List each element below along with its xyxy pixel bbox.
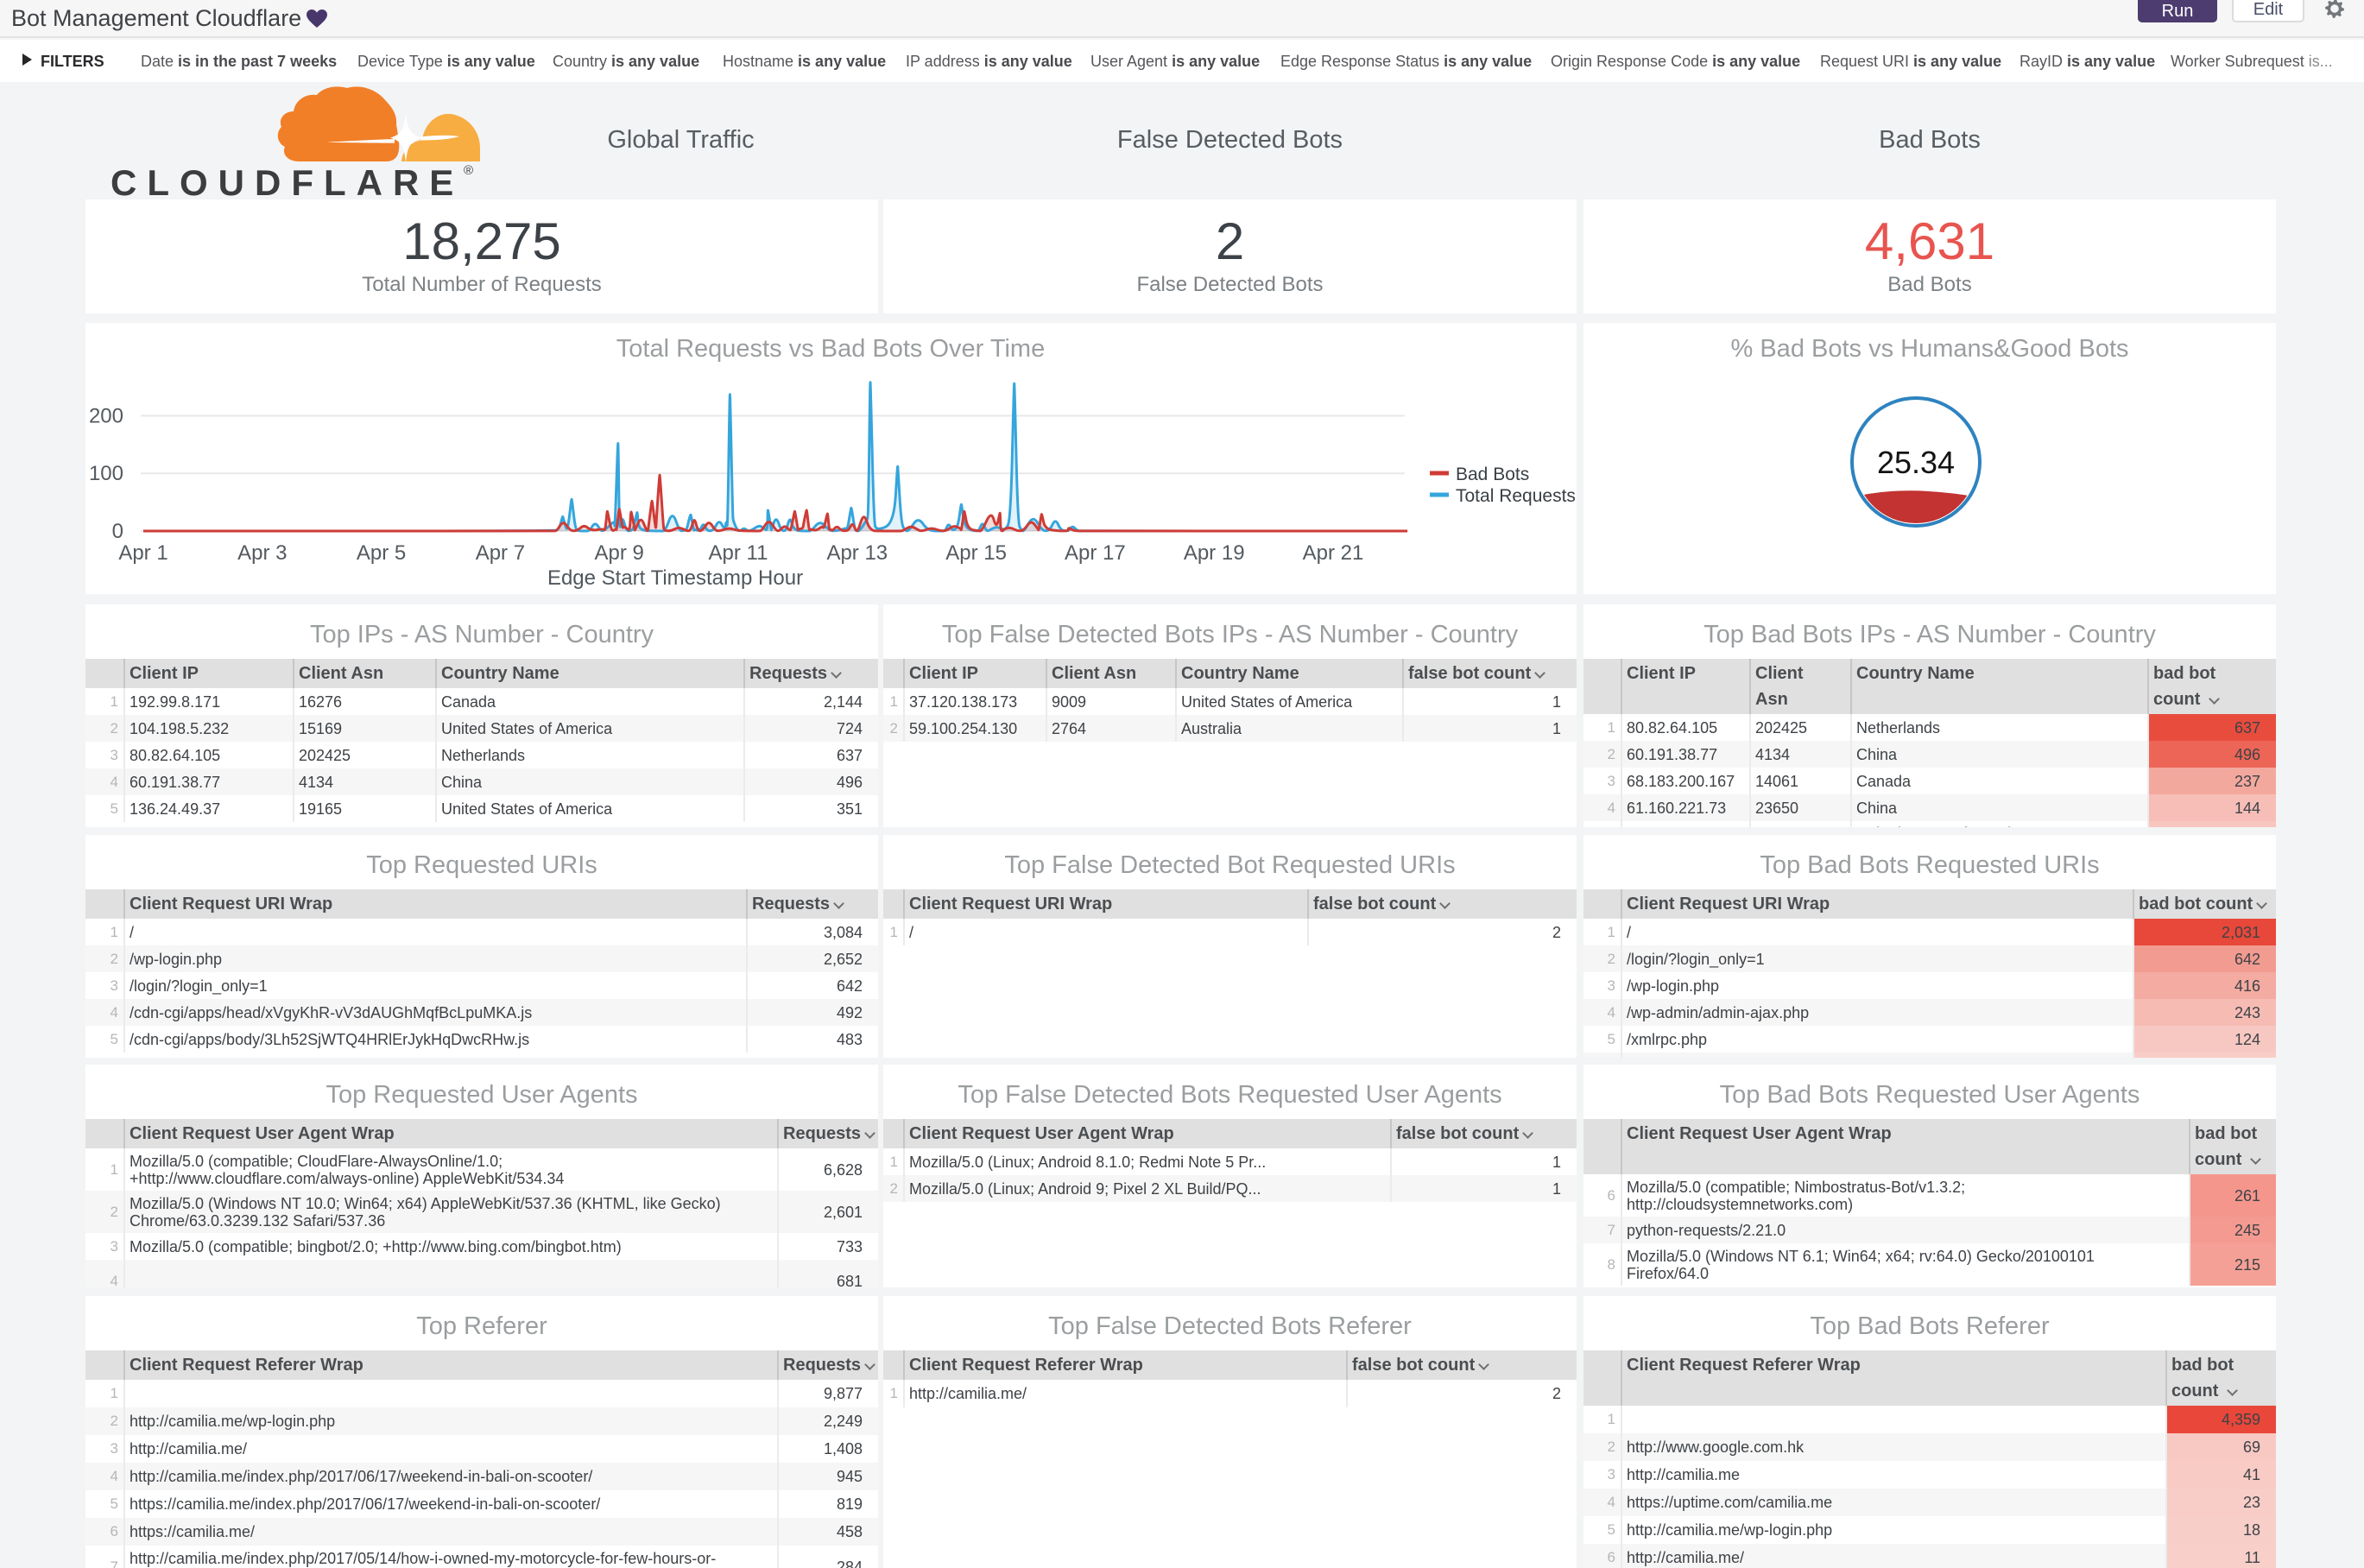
svg-text:0: 0 <box>112 520 123 543</box>
svg-text:Apr 17: Apr 17 <box>1065 541 1126 565</box>
svg-text:100: 100 <box>89 462 123 485</box>
svg-text:®: ® <box>464 163 473 178</box>
svg-text:Apr 9: Apr 9 <box>595 541 644 565</box>
svg-text:Total Requests vs Bad Bots Ove: Total Requests vs Bad Bots Over Time <box>616 335 1045 363</box>
svg-text:Apr 19: Apr 19 <box>1184 541 1245 565</box>
svg-text:Apr 7: Apr 7 <box>476 541 525 565</box>
svg-text:CLOUDFLARE: CLOUDFLARE <box>111 162 464 199</box>
svg-text:Apr 13: Apr 13 <box>826 541 888 565</box>
svg-text:Apr 5: Apr 5 <box>357 541 406 565</box>
svg-text:Bad Bots: Bad Bots <box>1456 465 1529 484</box>
svg-text:Apr 21: Apr 21 <box>1303 541 1364 565</box>
svg-text:Edge Start Timestamp Hour: Edge Start Timestamp Hour <box>547 566 803 590</box>
svg-text:% Bad Bots vs Humans&Good Bots: % Bad Bots vs Humans&Good Bots <box>1731 335 2129 363</box>
svg-text:Apr 11: Apr 11 <box>709 541 768 565</box>
svg-text:Apr 15: Apr 15 <box>945 541 1007 565</box>
svg-text:Apr 1: Apr 1 <box>118 541 168 565</box>
svg-text:Apr 3: Apr 3 <box>237 541 287 565</box>
svg-text:25.34: 25.34 <box>1877 445 1955 480</box>
svg-text:Total Requests: Total Requests <box>1456 486 1576 506</box>
svg-text:200: 200 <box>89 405 123 428</box>
